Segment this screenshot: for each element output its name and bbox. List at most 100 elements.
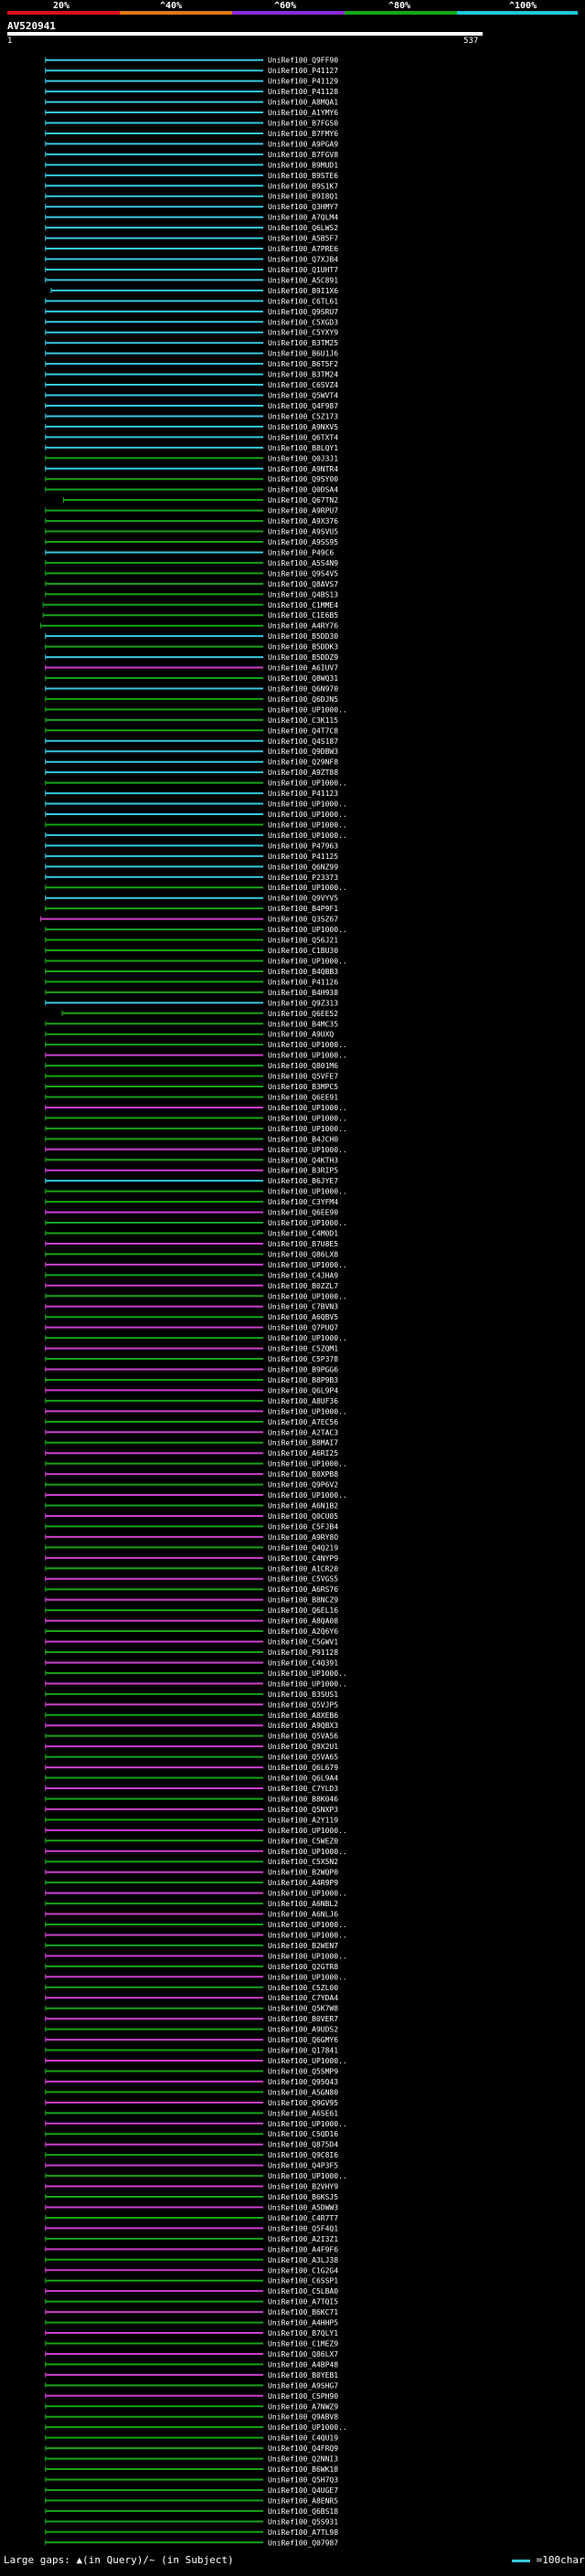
hit-label[interactable]: UniRef100_A9UXQ: [268, 1031, 334, 1039]
hit-label[interactable]: UniRef100_UP1000..: [268, 705, 347, 714]
hit-label[interactable]: UniRef100_Q9S4V5: [268, 569, 338, 578]
hit-label[interactable]: UniRef100_A9NTR4: [268, 465, 338, 473]
hit-label[interactable]: UniRef100_B6U1J6: [268, 350, 338, 358]
hit-label[interactable]: UniRef100_B3SUS1: [268, 1691, 338, 1699]
hit-label[interactable]: UniRef100_Q8AVS7: [268, 580, 338, 588]
hit-label[interactable]: UniRef100_A8ENR5: [268, 2496, 338, 2505]
hit-label[interactable]: UniRef100_UP1000..: [268, 1219, 347, 1227]
hit-label[interactable]: UniRef100_Q9C8I6: [268, 2151, 338, 2159]
hit-label[interactable]: UniRef100_A8MQA1: [268, 99, 338, 107]
hit-label[interactable]: UniRef100_Q801M6: [268, 1062, 338, 1070]
hit-label[interactable]: UniRef100_B9I8Q1: [268, 193, 338, 201]
hit-label[interactable]: UniRef100_Q875D4: [268, 2141, 338, 2149]
hit-label[interactable]: UniRef100_B7FGV8: [268, 151, 338, 159]
hit-label[interactable]: UniRef100_A4R9P9: [268, 1879, 338, 1887]
hit-label[interactable]: UniRef100_P41123: [268, 790, 338, 798]
hit-label[interactable]: UniRef100_Q6TXT4: [268, 433, 338, 441]
hit-label[interactable]: UniRef100_A6NBL2: [268, 1900, 338, 1908]
hit-label[interactable]: UniRef100_A2Q6Y6: [268, 1627, 338, 1636]
hit-label[interactable]: UniRef100_UP1000..: [268, 1827, 347, 1835]
hit-label[interactable]: UniRef100_Q9GV95: [268, 2099, 338, 2107]
hit-label[interactable]: UniRef100_C5FJB4: [268, 1522, 338, 1531]
hit-label[interactable]: UniRef100_C4M0D1: [268, 1229, 338, 1237]
hit-label[interactable]: UniRef100_A6QBV5: [268, 1313, 338, 1321]
hit-label[interactable]: UniRef100_B8P9B3: [268, 1376, 338, 1384]
hit-label[interactable]: UniRef100_Q4BS13: [268, 590, 338, 599]
hit-label[interactable]: UniRef100_P41125: [268, 853, 338, 861]
hit-label[interactable]: UniRef100_Q8WQ31: [268, 674, 338, 683]
hit-label[interactable]: UniRef100_P23373: [268, 874, 338, 882]
hit-label[interactable]: UniRef100_A9UDS2: [268, 2026, 338, 2034]
hit-label[interactable]: UniRef100_Q9Z313: [268, 999, 338, 1007]
hit-label[interactable]: UniRef100_A5B5F7: [268, 235, 338, 243]
hit-label[interactable]: UniRef100_Q4FRQ9: [268, 2444, 338, 2453]
hit-label[interactable]: UniRef100_C5LBA0: [268, 2287, 338, 2295]
hit-label[interactable]: UniRef100_C1BU30: [268, 947, 338, 955]
hit-label[interactable]: UniRef100_B9STE6: [268, 172, 338, 180]
hit-label[interactable]: UniRef100_Q9DBW3: [268, 747, 338, 756]
hit-label[interactable]: UniRef100_C5XGD3: [268, 318, 338, 326]
hit-label[interactable]: UniRef100_A8UF36: [268, 1397, 338, 1405]
hit-label[interactable]: UniRef100_Q5K7W8: [268, 2005, 338, 2013]
hit-label[interactable]: UniRef100_C1E6B5: [268, 611, 338, 620]
hit-label[interactable]: UniRef100_B4MC35: [268, 1020, 338, 1028]
hit-label[interactable]: UniRef100_P47963: [268, 842, 338, 850]
hit-label[interactable]: UniRef100_UP1000..: [268, 1460, 347, 1468]
hit-label[interactable]: UniRef100_C5YXY9: [268, 329, 338, 337]
hit-label[interactable]: UniRef100_UP1000..: [268, 821, 347, 829]
hit-label[interactable]: UniRef100_C6TL61: [268, 297, 338, 305]
hit-label[interactable]: UniRef100_Q4Q219: [268, 1543, 338, 1552]
hit-label[interactable]: UniRef100_P41126: [268, 978, 338, 986]
hit-label[interactable]: UniRef100_B6KC71: [268, 2308, 338, 2316]
hit-label[interactable]: UniRef100_B9MUD1: [268, 161, 338, 169]
hit-label[interactable]: UniRef100_Q6GMY6: [268, 2036, 338, 2044]
hit-label[interactable]: UniRef100_UP1000..: [268, 832, 347, 840]
hit-label[interactable]: UniRef100_C4Q391: [268, 1659, 338, 1667]
hit-label[interactable]: UniRef100_C4NYP9: [268, 1554, 338, 1563]
hit-label[interactable]: UniRef100_C4QU19: [268, 2434, 338, 2443]
hit-label[interactable]: UniRef100_Q9SY00: [268, 475, 338, 483]
hit-label[interactable]: UniRef100_Q86LX7: [268, 2350, 338, 2359]
hit-label[interactable]: UniRef100_A2I3Z1: [268, 2235, 338, 2243]
hit-label[interactable]: UniRef100_Q6BS18: [268, 2507, 338, 2516]
hit-label[interactable]: UniRef100_Q6EL16: [268, 1606, 338, 1615]
hit-label[interactable]: UniRef100_A6N1B2: [268, 1502, 338, 1511]
hit-label[interactable]: UniRef100_Q9ABV8: [268, 2413, 338, 2422]
hit-label[interactable]: UniRef100_C1MME4: [268, 601, 338, 610]
hit-label[interactable]: UniRef100_UP1000..: [268, 2172, 347, 2180]
hit-label[interactable]: UniRef100_A6SE61: [268, 2109, 338, 2117]
hit-label[interactable]: UniRef100_A7EC56: [268, 1418, 338, 1426]
hit-label[interactable]: UniRef100_P41128: [268, 88, 338, 96]
hit-label[interactable]: UniRef100_C1G2G4: [268, 2266, 338, 2274]
hit-label[interactable]: UniRef100_C4R7T7: [268, 2214, 338, 2222]
hit-label[interactable]: UniRef100_UP1000..: [268, 1973, 347, 1981]
hit-label[interactable]: UniRef100_B6T5F2: [268, 360, 338, 368]
hit-label[interactable]: UniRef100_B3TM24: [268, 371, 338, 379]
hit-label[interactable]: UniRef100_A6RS76: [268, 1585, 338, 1594]
hit-label[interactable]: UniRef100_A9X376: [268, 517, 338, 525]
hit-label[interactable]: UniRef100_A7TL98: [268, 2528, 338, 2537]
hit-label[interactable]: UniRef100_Q4P3F5: [268, 2162, 338, 2170]
hit-label[interactable]: UniRef100_Q4KTH3: [268, 1156, 338, 1164]
hit-label[interactable]: UniRef100_Q5WVT4: [268, 392, 338, 400]
hit-label[interactable]: UniRef100_A5GN80: [268, 2088, 338, 2096]
hit-label[interactable]: UniRef100_A5S4N9: [268, 559, 338, 567]
hit-label[interactable]: UniRef100_Q6L9P4: [268, 1386, 338, 1394]
hit-label[interactable]: UniRef100_UP1000..: [268, 1491, 347, 1500]
hit-label[interactable]: UniRef100_A1YMY6: [268, 109, 338, 117]
hit-label[interactable]: UniRef100_P41127: [268, 67, 338, 75]
hit-label[interactable]: UniRef100_B3RIP5: [268, 1167, 338, 1175]
hit-label[interactable]: UniRef100_C7YDA4: [268, 1994, 338, 2002]
hit-label[interactable]: UniRef100_Q9X2U1: [268, 1743, 338, 1751]
hit-label[interactable]: UniRef100_C6SVZ4: [268, 381, 338, 389]
hit-label[interactable]: UniRef100_B4P9F1: [268, 905, 338, 913]
hit-label[interactable]: UniRef100_Q67TN2: [268, 496, 338, 504]
hit-label[interactable]: UniRef100_B8MAI7: [268, 1439, 338, 1447]
hit-label[interactable]: UniRef100_UP1000..: [268, 1188, 347, 1196]
hit-label[interactable]: UniRef100_B3MPC5: [268, 1083, 338, 1091]
hit-label[interactable]: UniRef100_Q17841: [268, 2047, 338, 2055]
hit-label[interactable]: UniRef100_Q0DSA4: [268, 486, 338, 494]
hit-label[interactable]: UniRef100_B7FMY6: [268, 130, 338, 138]
hit-label[interactable]: UniRef100_Q56J21: [268, 937, 338, 945]
hit-label[interactable]: UniRef100_C1MEZ9: [268, 2339, 338, 2348]
